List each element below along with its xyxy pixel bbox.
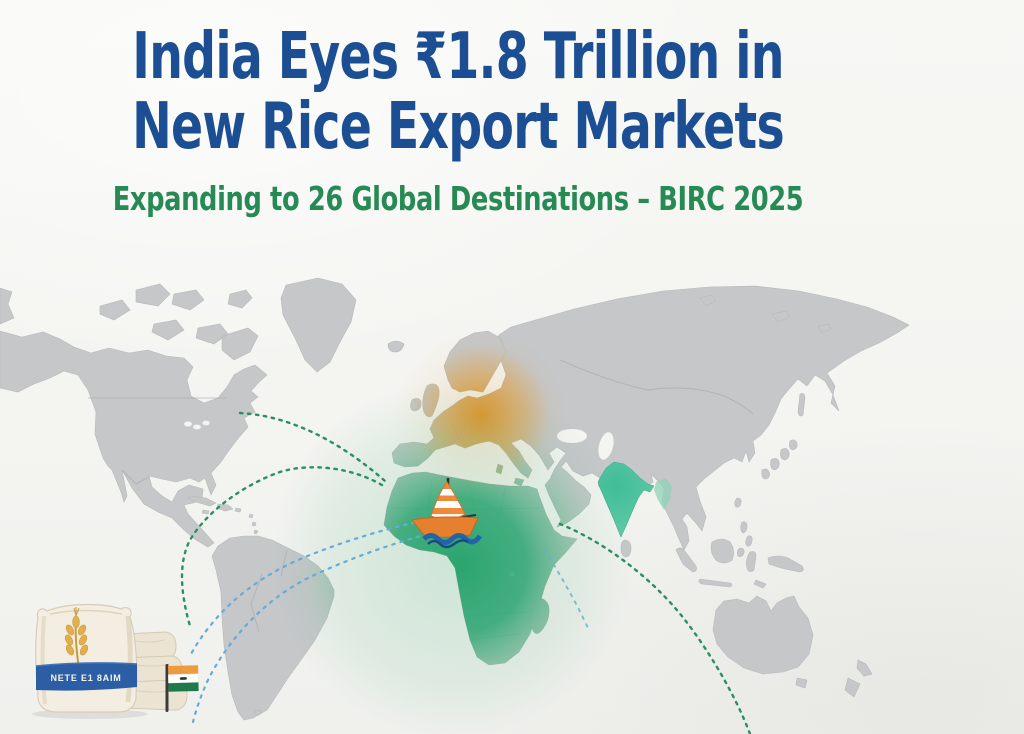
wheat-icon (64, 607, 89, 671)
myanmar-highlight (654, 478, 672, 510)
rice-bag-band (36, 662, 137, 691)
india-flag-icon (165, 664, 199, 712)
island-greenland (280, 277, 357, 373)
india-highlight (597, 461, 655, 538)
world-map: NETE E1 8AIM (0, 274, 1024, 734)
flag-chakra-mark (179, 677, 187, 680)
europe-glow-halo (393, 327, 569, 503)
boat-wave (422, 533, 483, 545)
flag-pole (165, 664, 169, 712)
world-map-svg: NETE E1 8AIM (0, 277, 910, 734)
flag-stripe-green (168, 682, 199, 692)
route-to-north-america (238, 411, 387, 483)
cargo-boat-icon (411, 478, 483, 549)
rice-bag-body (35, 603, 138, 713)
page-subtitle: Expanding to 26 Global Destinations – BI… (112, 178, 804, 218)
rice-bag-icon: NETE E1 8AIM (35, 603, 138, 713)
trade-routes (180, 411, 752, 734)
page-title-line2: New Rice Export Markets (132, 90, 785, 165)
continent-australia (712, 595, 814, 675)
page-title-line1: India Eyes ₹1.8 Trillion in (132, 20, 784, 94)
route-to-caribbean (180, 466, 384, 628)
route-indian-ocean-short (544, 549, 589, 629)
header-block: India Eyes ₹1.8 Trillion in New Rice Exp… (0, 22, 916, 218)
route-indian-ocean (558, 522, 752, 734)
flag-stripe-saffron (168, 665, 199, 675)
route-to-south-america-upper (189, 514, 450, 656)
caspian-sea (598, 432, 614, 460)
route-to-south-america-lower (191, 526, 454, 724)
continent-north-america (0, 330, 268, 548)
rice-bag-label: NETE E1 8AIM (50, 673, 121, 683)
